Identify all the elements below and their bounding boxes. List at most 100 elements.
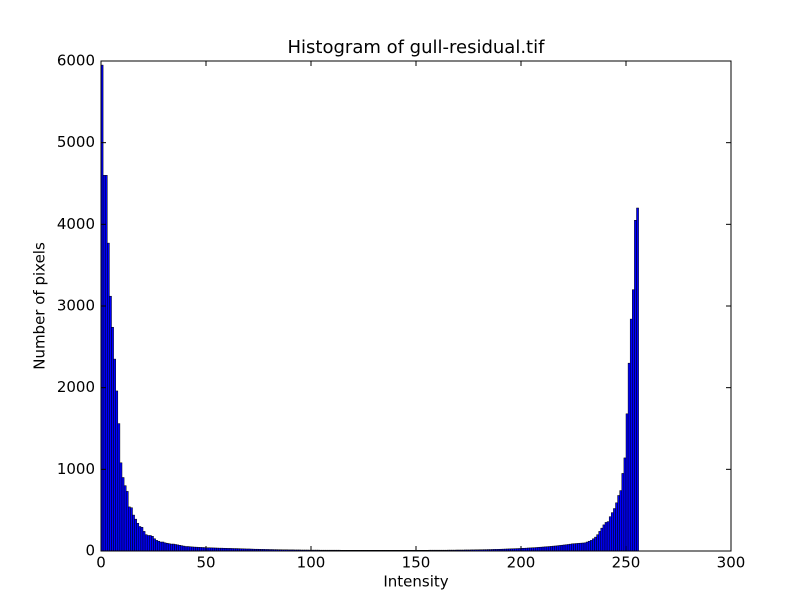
bar [554,545,557,552]
bar [590,540,593,552]
bar [543,546,547,552]
y-tick-label: 2000 [57,378,95,396]
bar [558,545,562,552]
bar [613,508,616,552]
x-tick-label: 150 [402,554,431,572]
y-tick-label: 5000 [57,133,95,151]
bar [596,534,599,552]
bar [144,534,148,552]
bar [109,295,112,552]
bar [193,546,196,552]
x-axis-label: Intensity [383,573,448,591]
bar [632,289,635,552]
bar [104,175,108,552]
x-tick-label: 50 [196,554,215,572]
bar [592,538,595,552]
bar [121,477,125,552]
bar [151,536,154,552]
bar [161,541,165,552]
bar [535,547,539,552]
bar [564,544,568,552]
bar [581,542,585,552]
bar [636,207,639,552]
bar [615,502,618,552]
bar [552,545,555,552]
bar [107,242,110,552]
bar [134,518,137,552]
bar [550,546,553,552]
bar [548,546,551,552]
bar [608,516,612,552]
bar [102,175,106,552]
y-tick-label: 3000 [57,297,95,315]
bar [623,457,627,552]
bar [128,506,131,552]
bar [573,543,576,552]
bar [163,542,167,552]
bar [172,543,175,552]
y-tick-label: 4000 [57,215,95,233]
bar [197,547,200,552]
bar [598,531,602,552]
bar [113,358,116,552]
bar [119,462,123,552]
bar [149,535,152,552]
bar [115,390,119,552]
bar [569,543,572,552]
bar [539,546,543,552]
bar [545,546,549,552]
bar [199,547,203,552]
bar [571,543,574,552]
bar [560,544,564,552]
bar [201,547,205,552]
bar [165,542,169,552]
bar [157,540,161,552]
bar [142,531,146,552]
bar [606,521,610,552]
bar [167,543,171,552]
bar [180,545,184,552]
x-tick-label: 0 [96,554,106,572]
x-tick-label: 300 [717,554,746,572]
bar [153,538,156,552]
bar [587,540,591,552]
bar [140,527,144,552]
bar [155,540,158,552]
bar [617,495,620,552]
x-tick-label: 200 [507,554,536,572]
bar [634,220,637,552]
bar [600,527,604,552]
bar [625,413,629,552]
bar [577,543,581,552]
bar [117,423,121,552]
bar [604,522,608,552]
y-axis-label: Number of pixels [31,242,49,370]
bar [594,536,597,552]
y-tick-label: 6000 [57,52,95,70]
bar [556,545,560,552]
bar [111,326,114,552]
bar [186,546,190,552]
bar [136,522,140,552]
bar [130,507,133,552]
bar [627,362,631,552]
bar [533,547,536,552]
bar [602,524,606,552]
y-tick-label: 1000 [57,460,95,478]
bar [182,545,186,552]
bar [125,491,129,552]
bar [619,490,623,552]
bar [174,544,177,552]
bar [159,541,163,552]
bar [170,543,173,552]
bar [541,546,545,552]
bar [537,547,541,552]
bar [583,542,587,552]
bar [138,526,142,552]
bar [621,473,625,552]
bar [562,544,566,552]
bar [188,546,192,552]
